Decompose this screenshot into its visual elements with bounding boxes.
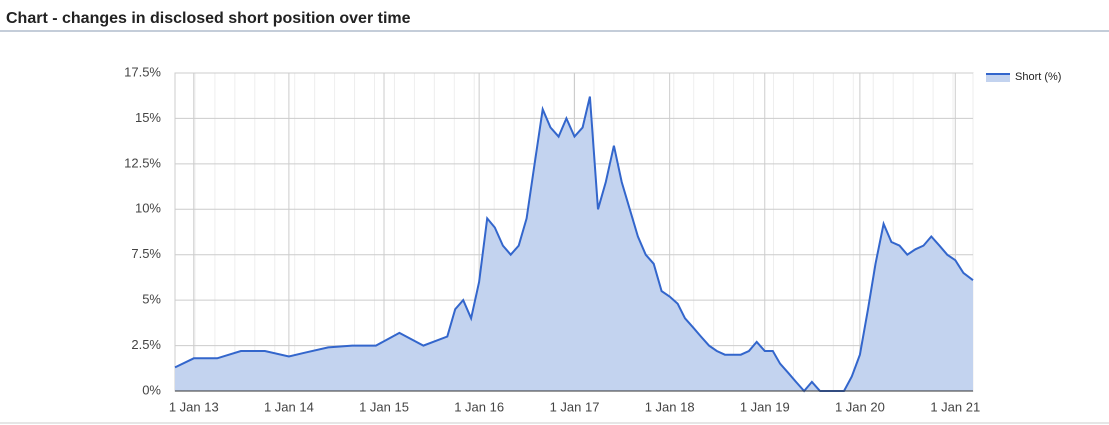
x-tick-label: 1 Jan 19 <box>740 399 790 414</box>
x-tick-label: 1 Jan 13 <box>169 399 219 414</box>
y-tick-label: 0% <box>142 382 161 397</box>
x-tick-label: 1 Jan 15 <box>359 399 409 414</box>
x-tick-label: 1 Jan 17 <box>550 399 600 414</box>
x-tick-label: 1 Jan 16 <box>454 399 504 414</box>
y-tick-label: 10% <box>135 201 161 216</box>
legend-label: Short (%) <box>1015 71 1061 83</box>
x-tick-label: 1 Jan 21 <box>930 399 980 414</box>
x-tick-label: 1 Jan 20 <box>835 399 885 414</box>
x-tick-label: 1 Jan 14 <box>264 399 314 414</box>
y-tick-label: 17.5% <box>124 64 161 79</box>
area-line <box>174 96 974 393</box>
area-fill <box>175 96 973 391</box>
y-tick-label: 7.5% <box>131 246 161 261</box>
y-tick-label: 15% <box>135 110 161 125</box>
y-tick-label: 2.5% <box>131 337 161 352</box>
chart-title: Chart - changes in disclosed short posit… <box>6 10 411 27</box>
y-tick-label: 5% <box>142 292 161 307</box>
legend-swatch <box>986 74 1010 82</box>
x-tick-label: 1 Jan 18 <box>645 399 695 414</box>
y-tick-label: 12.5% <box>124 155 161 170</box>
